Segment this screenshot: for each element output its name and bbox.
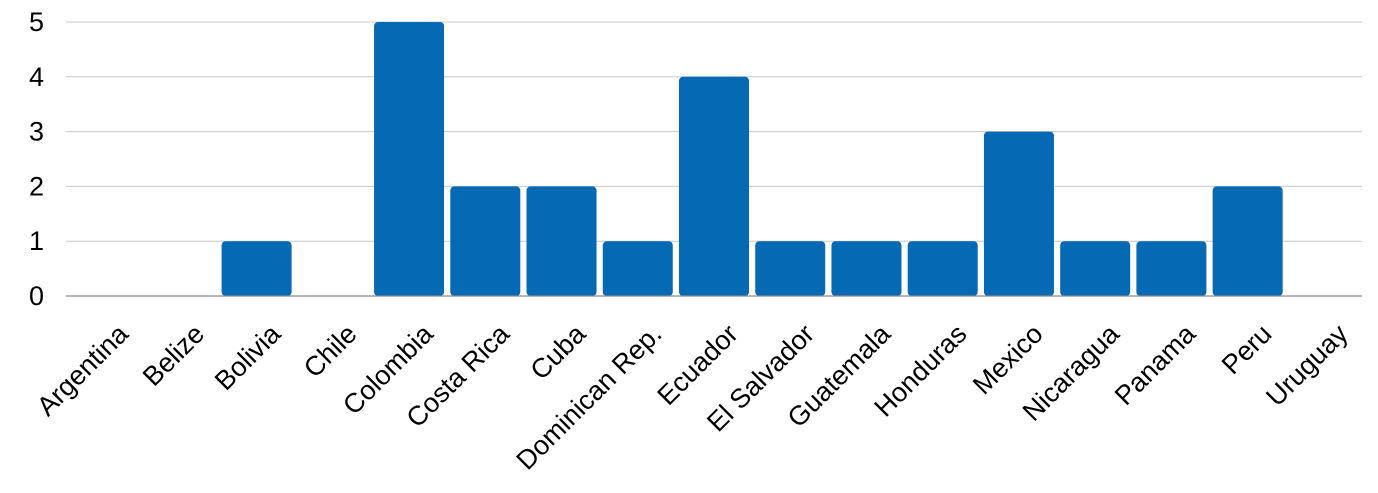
- y-axis-tick-labels: 0 1 2 3 4 5: [29, 7, 44, 311]
- y-tick-label: 4: [29, 62, 44, 92]
- bar-el-salvador: [755, 241, 826, 296]
- x-tick-label: Uruguay: [1260, 318, 1354, 412]
- x-tick-label: Cuba: [524, 318, 592, 386]
- bar-costa-rica: [450, 186, 521, 296]
- x-tick-label: Argentina: [31, 318, 135, 422]
- bar-mexico: [983, 131, 1054, 296]
- bar-panama: [1136, 241, 1207, 296]
- y-tick-label: 1: [29, 226, 44, 256]
- bar-peru: [1212, 186, 1283, 296]
- bar-nicaragua: [1060, 241, 1131, 296]
- x-tick-label: Peru: [1216, 319, 1278, 381]
- bars: [221, 22, 1283, 296]
- bar-cuba: [526, 186, 597, 296]
- bar-bolivia: [221, 241, 292, 296]
- x-tick-label: Belize: [137, 319, 210, 392]
- x-tick-label: Dominican Rep.: [511, 319, 668, 476]
- bar-ecuador: [679, 76, 749, 296]
- y-tick-label: 3: [29, 117, 44, 147]
- x-tick-label: Bolivia: [209, 318, 287, 396]
- x-tick-label: Panama: [1109, 318, 1202, 411]
- y-tick-label: 0: [29, 281, 44, 311]
- bar-dominican-rep: [602, 241, 673, 296]
- bar-honduras: [907, 241, 978, 296]
- bar-colombia: [374, 22, 445, 296]
- y-tick-label: 2: [29, 171, 44, 201]
- y-tick-label: 5: [29, 7, 44, 37]
- x-tick-label: Chile: [298, 319, 363, 384]
- bar-guatemala: [831, 241, 902, 296]
